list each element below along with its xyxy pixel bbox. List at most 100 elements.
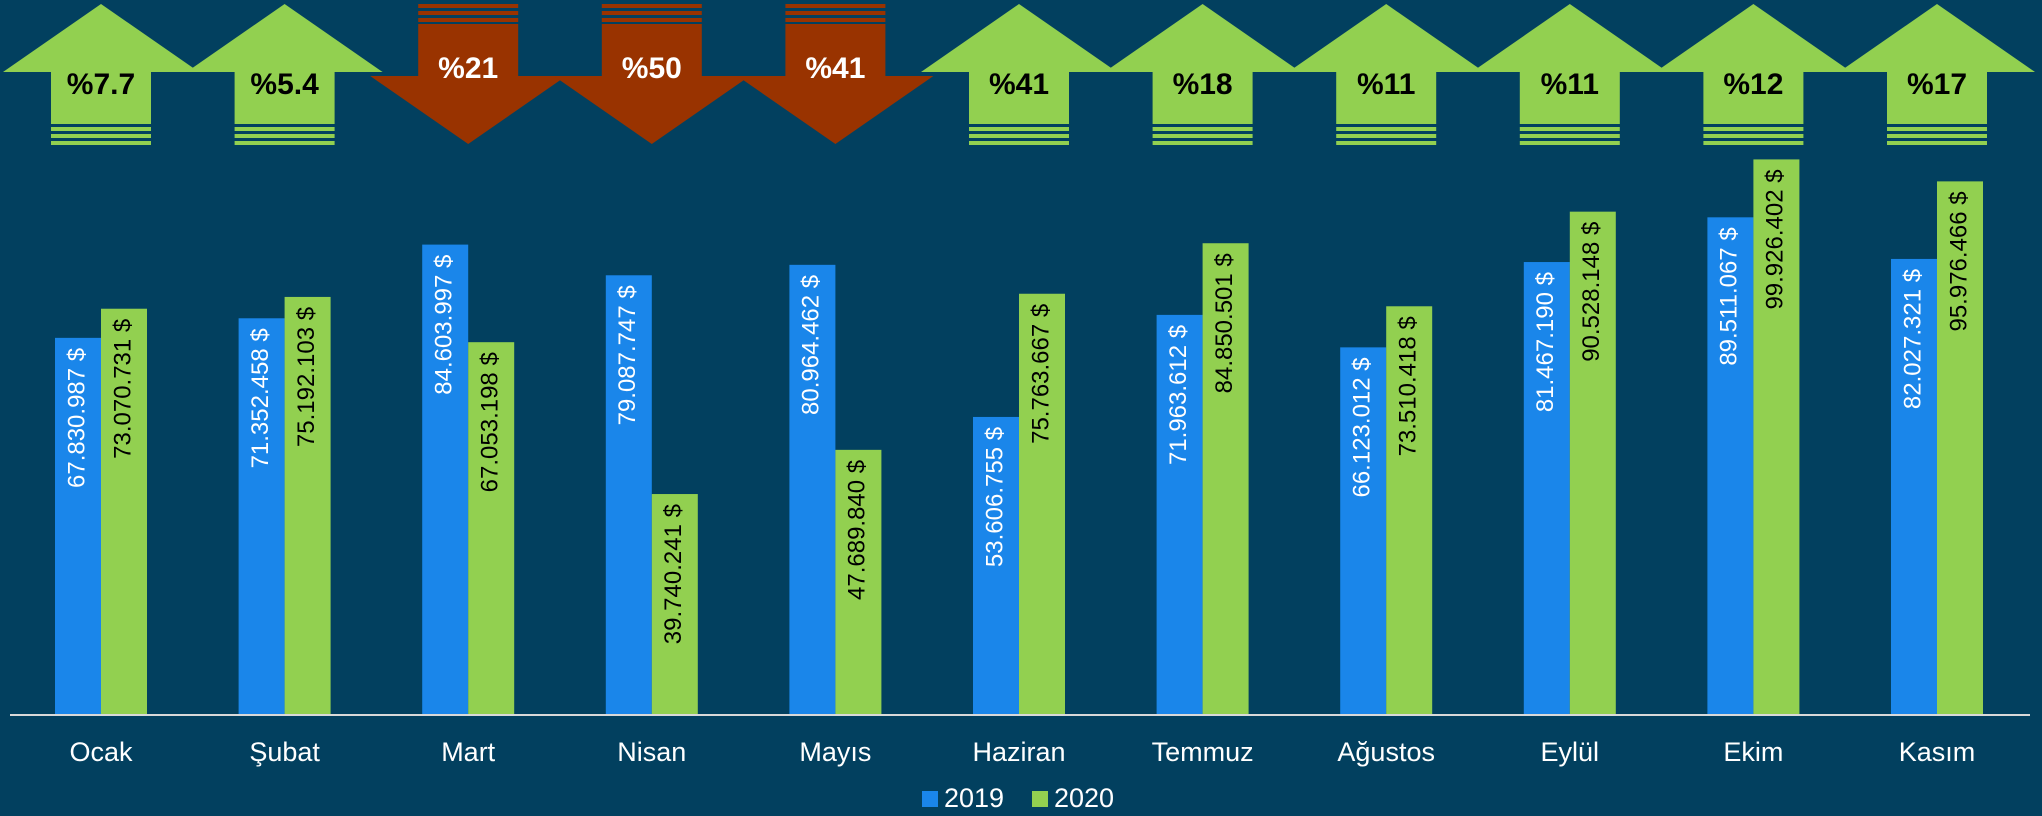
arrow-stripe xyxy=(1336,127,1437,131)
up-arrow xyxy=(921,4,1117,124)
bar xyxy=(284,296,331,715)
x-tick-label: Temmuz xyxy=(1152,737,1254,767)
bar xyxy=(1523,262,1570,715)
arrow-stripe xyxy=(1519,141,1620,145)
arrow-stripe xyxy=(1152,127,1253,131)
data-label: 84.850.501 $ xyxy=(1211,253,1238,393)
data-label: 75.192.103 $ xyxy=(293,307,320,447)
data-label: 73.510.418 $ xyxy=(1395,316,1422,456)
bar xyxy=(1891,258,1937,715)
arrow-stripe xyxy=(51,134,151,138)
bar xyxy=(101,308,147,715)
bar xyxy=(55,337,101,715)
up-arrow xyxy=(3,4,199,124)
arrow-stripe xyxy=(1519,127,1620,131)
data-label: 71.352.458 $ xyxy=(247,328,274,468)
arrow-stripe xyxy=(1519,134,1620,138)
bar xyxy=(1019,293,1065,715)
change-label: %41 xyxy=(989,68,1049,101)
arrow-stripe xyxy=(601,4,702,8)
bar xyxy=(1202,243,1249,716)
data-label: 90.528.148 $ xyxy=(1578,222,1605,362)
arrow-stripe xyxy=(969,134,1069,138)
x-tick-label: Kasım xyxy=(1899,737,1976,767)
x-tick-label: Ağustos xyxy=(1337,737,1435,767)
arrow-stripe xyxy=(785,4,886,8)
legend-label: 2019 xyxy=(944,783,1004,813)
up-arrow xyxy=(1471,4,1668,124)
bar xyxy=(605,275,652,715)
bar xyxy=(238,318,285,715)
x-tick-label: Ekim xyxy=(1723,737,1783,767)
change-label: %12 xyxy=(1723,68,1783,101)
down-arrow xyxy=(370,24,567,144)
change-label: %41 xyxy=(805,52,865,85)
data-label: 53.606.755 $ xyxy=(981,427,1008,567)
bar xyxy=(1937,181,1983,715)
change-label: %11 xyxy=(1357,68,1415,101)
arrow-stripe xyxy=(418,4,519,8)
arrow-stripe xyxy=(785,18,886,22)
bar xyxy=(1340,347,1387,715)
data-label: 95.976.466 $ xyxy=(1945,191,1972,331)
arrow-stripe xyxy=(1887,134,1987,138)
data-label: 39.740.241 $ xyxy=(660,504,687,644)
arrow-stripe xyxy=(1336,134,1437,138)
change-label: %50 xyxy=(622,52,682,85)
arrow-stripe xyxy=(1152,134,1253,138)
down-arrow xyxy=(553,24,750,144)
arrow-stripe xyxy=(418,18,519,22)
x-tick-label: Nisan xyxy=(617,737,686,767)
data-label: 84.603.997 $ xyxy=(431,255,458,395)
arrow-stripe xyxy=(1887,141,1987,145)
legend-swatch xyxy=(922,791,938,807)
arrow-stripe xyxy=(1336,141,1437,145)
legend-label: 2020 xyxy=(1054,783,1114,813)
arrow-stripe xyxy=(418,11,519,15)
bar xyxy=(468,342,515,715)
up-arrow xyxy=(186,4,383,124)
data-label: 81.467.190 $ xyxy=(1532,272,1559,412)
x-tick-label: Haziran xyxy=(972,737,1065,767)
change-label: %17 xyxy=(1907,68,1967,101)
change-label: %21 xyxy=(438,52,498,85)
x-tick-label: Mart xyxy=(441,737,495,767)
up-arrow xyxy=(1104,4,1301,124)
x-tick-label: Mayıs xyxy=(799,737,871,767)
data-label: 82.027.321 $ xyxy=(1899,269,1926,409)
x-tick-label: Eylül xyxy=(1541,737,1600,767)
data-label: 89.511.067 $ xyxy=(1716,227,1743,365)
bar xyxy=(1156,314,1203,715)
up-arrow xyxy=(1288,4,1485,124)
arrow-stripe xyxy=(234,134,335,138)
data-label: 67.053.198 $ xyxy=(477,352,504,492)
arrow-stripe xyxy=(601,11,702,15)
bar xyxy=(422,244,469,715)
arrow-stripe xyxy=(51,127,151,131)
arrow-stripe xyxy=(1887,127,1987,131)
arrow-stripe xyxy=(1703,141,1804,145)
bar xyxy=(1753,159,1800,716)
arrow-stripe xyxy=(969,127,1069,131)
change-label: %18 xyxy=(1173,68,1233,101)
legend-swatch xyxy=(1032,791,1048,807)
arrow-stripe xyxy=(234,127,335,131)
bar xyxy=(1707,217,1754,715)
down-arrow xyxy=(737,24,934,144)
arrow-stripe xyxy=(969,141,1069,145)
arrow-stripe xyxy=(234,141,335,145)
arrow-stripe xyxy=(1152,141,1253,145)
data-label: 67.830.987 $ xyxy=(63,348,90,488)
bar xyxy=(651,494,698,715)
data-label: 75.763.667 $ xyxy=(1027,304,1054,444)
up-arrow xyxy=(1839,4,2035,124)
data-label: 71.963.612 $ xyxy=(1165,325,1192,465)
arrow-stripe xyxy=(51,141,151,145)
data-label: 66.123.012 $ xyxy=(1349,357,1376,497)
arrow-stripe xyxy=(1703,134,1804,138)
bar xyxy=(789,264,836,715)
arrow-stripe xyxy=(785,11,886,15)
up-arrow xyxy=(1655,4,1852,124)
